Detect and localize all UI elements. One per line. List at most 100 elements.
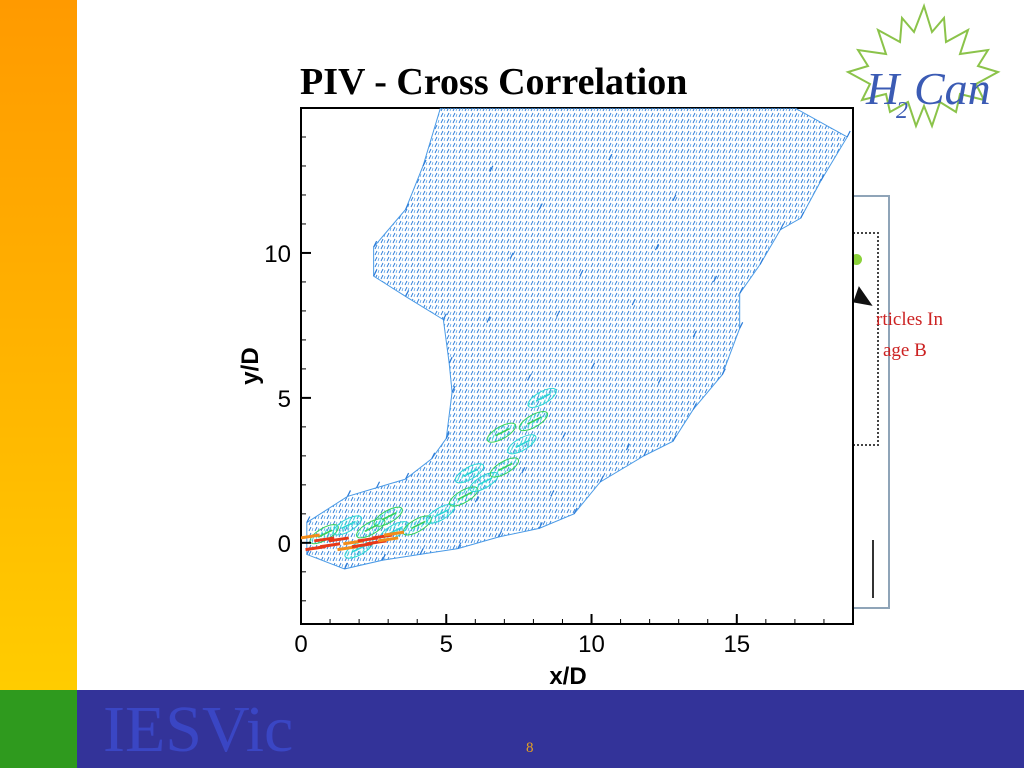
vector-low — [306, 516, 311, 523]
vector-low — [713, 275, 718, 283]
bottom-footer-bar — [0, 690, 1024, 768]
vector-low — [846, 130, 851, 138]
vector-high — [314, 536, 335, 543]
vector-low — [550, 490, 555, 497]
vector-low — [721, 368, 726, 375]
background-line — [872, 540, 874, 598]
vector-low — [820, 174, 825, 181]
page-number: 8 — [526, 740, 534, 756]
vector-low — [344, 562, 349, 570]
vector-low — [373, 269, 378, 277]
vector-high — [319, 542, 341, 549]
vector-low — [643, 449, 648, 457]
y-tick-label: 5 — [278, 386, 291, 413]
vector-high — [377, 536, 399, 543]
x-axis-label: x/D — [549, 663, 586, 690]
vector-medium-arrow — [434, 509, 449, 518]
background-text-line1: rticles In — [876, 309, 944, 330]
vector-low — [631, 298, 636, 306]
vector-low — [692, 403, 697, 410]
vector-low — [556, 310, 561, 317]
vector-low — [608, 153, 613, 161]
vector-low — [381, 553, 386, 561]
vector-low — [579, 269, 584, 277]
h2can-logo: H 2 Can — [845, 2, 1001, 129]
vector-low — [405, 472, 410, 480]
vector-medium-arrow — [477, 477, 493, 486]
vector-low — [431, 452, 436, 460]
vector-low — [654, 243, 659, 251]
y-tick-label: 10 — [264, 241, 291, 268]
vector-low — [800, 211, 805, 219]
background-particle-dot — [851, 254, 862, 265]
vector-low — [759, 258, 764, 265]
background-text-line2: age B — [883, 340, 927, 361]
vector-field-layer — [301, 108, 851, 570]
vector-medium-arrow — [410, 520, 426, 530]
vector-high — [301, 533, 320, 540]
vector-low — [373, 240, 378, 248]
vector-medium-arrow — [495, 427, 510, 437]
vector-low — [538, 203, 543, 210]
vector-low — [561, 432, 567, 439]
vector-low — [451, 385, 456, 393]
vector-medium-arrow — [381, 512, 397, 521]
vector-low — [657, 377, 662, 384]
vector-low — [442, 313, 447, 320]
vector-low — [422, 159, 427, 167]
piv-velocity-plot: 0 5 10 15 0 5 10 x/D y/D — [237, 107, 854, 690]
vector-medium-arrow — [457, 491, 473, 501]
vector-medium-arrow — [527, 416, 542, 425]
vector-low — [527, 374, 532, 381]
vector-low — [779, 223, 784, 231]
vector-low — [405, 203, 410, 210]
vector-medium-arrow — [463, 468, 478, 477]
maple-leaf-outline — [845, 2, 1001, 129]
footer-brand-text: IESVic — [103, 693, 294, 766]
vector-low — [346, 490, 352, 497]
vector-high — [383, 530, 405, 537]
vector-low — [538, 522, 543, 529]
plume-envelope — [306, 108, 848, 570]
vector-low — [474, 495, 479, 503]
vector-low — [625, 443, 630, 451]
logo-text-can: Can — [914, 63, 991, 114]
vector-low — [672, 194, 677, 202]
vector-low — [445, 432, 450, 439]
vector-low — [509, 252, 514, 260]
y-axis-label: y/D — [237, 347, 264, 384]
vector-low — [448, 356, 453, 364]
x-tick-label: 5 — [440, 631, 453, 658]
vector-low — [672, 435, 677, 442]
left-accent-bar — [0, 0, 77, 690]
vector-low — [405, 290, 410, 297]
vector-medium-arrow — [515, 439, 531, 448]
axis-layer: 0 5 10 15 0 5 10 — [264, 136, 825, 658]
logo-text-h: H — [865, 63, 902, 114]
vector-low — [457, 542, 462, 549]
vector-low — [692, 330, 697, 338]
vector-high — [328, 536, 349, 543]
vector-low — [599, 475, 604, 483]
vector-low — [573, 507, 578, 515]
y-tick-label: 0 — [278, 531, 291, 558]
vector-medium-arrow — [498, 462, 513, 472]
logo-text-sub: 2 — [896, 98, 908, 124]
vector-low — [486, 316, 491, 323]
vector-low — [489, 165, 494, 173]
x-tick-label: 0 — [294, 631, 307, 658]
vector-low — [739, 287, 744, 294]
footer-corner-block — [0, 690, 77, 768]
slide-title: PIV - Cross Correlation — [300, 61, 688, 103]
vector-low — [498, 530, 503, 538]
vector-medium-arrow — [317, 529, 333, 538]
vector-low — [376, 481, 381, 489]
vector-low — [739, 322, 744, 329]
vector-low — [419, 548, 424, 555]
vector-low — [521, 466, 526, 474]
vector-medium-arrow — [341, 520, 356, 530]
x-tick-label: 10 — [578, 631, 605, 658]
vector-low — [590, 362, 596, 370]
x-tick-label: 15 — [723, 631, 750, 658]
vector-medium-arrow — [535, 393, 551, 402]
